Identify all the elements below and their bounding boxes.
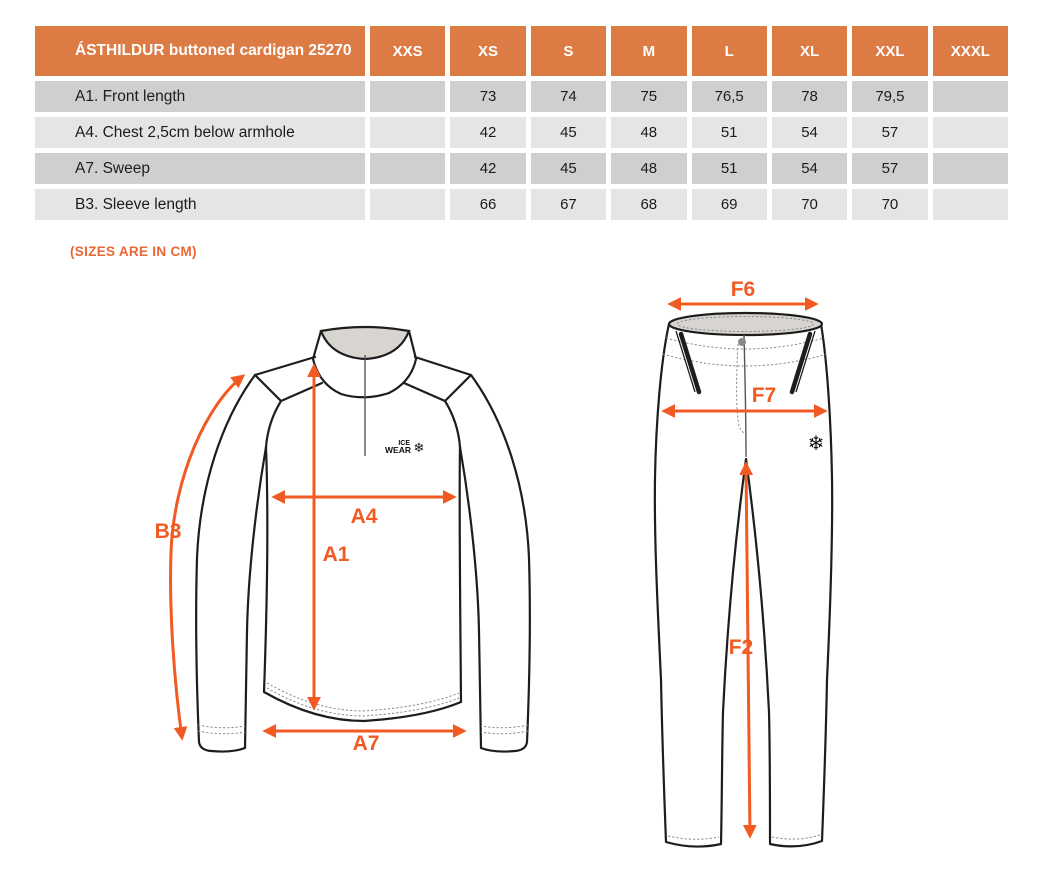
- size-value-cell: 75: [611, 81, 687, 112]
- left-pocket-opening: [678, 331, 702, 395]
- right-pocket-opening: [789, 331, 813, 395]
- table-row: B3. Sleeve length 66 67 68 69 70 70: [35, 189, 1008, 220]
- size-value-cell: 48: [611, 117, 687, 148]
- size-value-cell: [370, 153, 446, 184]
- size-value-cell: 45: [530, 117, 607, 148]
- collar-inside: [319, 325, 411, 361]
- measurement-label: A7. Sweep: [35, 153, 365, 184]
- size-value-cell: 70: [771, 189, 848, 220]
- size-value-cell: 78: [771, 81, 848, 112]
- table-row: A4. Chest 2,5cm below armhole 42 45 48 5…: [35, 117, 1008, 148]
- size-header-xl: XL: [771, 26, 848, 76]
- brand-logo-line2: WEAR: [385, 445, 411, 455]
- leg-hem-stitch: [667, 834, 821, 840]
- sweater-body: [262, 445, 463, 723]
- sweater-drawing: ICE WEAR ❄ B3 A4 A1 A7: [155, 325, 531, 755]
- size-value-cell: 73: [450, 81, 526, 112]
- size-header-xxl: XXL: [852, 26, 928, 76]
- size-value-cell: 69: [691, 189, 767, 220]
- right-cuff-stitch: [480, 724, 529, 735]
- measurement-diagrams: ICE WEAR ❄ B3 A4 A1 A7: [155, 280, 834, 848]
- right-pocket-edge: [795, 330, 816, 393]
- size-value-cell: 54: [771, 117, 848, 148]
- left-cuff-stitch: [197, 724, 246, 735]
- size-value-cell: 45: [530, 153, 607, 184]
- size-value-cell: [370, 189, 446, 220]
- measurement-label: A1. Front length: [35, 81, 365, 112]
- size-value-cell: 79,5: [852, 81, 928, 112]
- size-table: ÁSTHILDUR buttoned cardigan 25270 XXS XS…: [30, 21, 1013, 225]
- size-value-cell: 42: [450, 117, 526, 148]
- measurement-label: B3. Sleeve length: [35, 189, 365, 220]
- size-value-cell: [370, 81, 446, 112]
- size-value-cell: [932, 117, 1008, 148]
- right-sleeve: [458, 373, 531, 753]
- a4-label: A4: [351, 505, 378, 528]
- product-title: ÁSTHILDUR buttoned cardigan 25270: [35, 26, 365, 76]
- b3-label: B3: [155, 520, 182, 543]
- pants-drawing: ❄ F6 F7 F2: [653, 280, 834, 848]
- b3-sleeve-arrow: [169, 374, 246, 741]
- waist-button: [738, 338, 746, 346]
- a7-label: A7: [353, 732, 380, 755]
- waist-opening: [667, 311, 824, 337]
- size-header-xxs: XXS: [370, 26, 446, 76]
- size-value-cell: 67: [530, 189, 607, 220]
- size-value-cell: 57: [852, 153, 928, 184]
- size-header-m: M: [611, 26, 687, 76]
- f7-label: F7: [752, 384, 777, 407]
- size-table-header-row: ÁSTHILDUR buttoned cardigan 25270 XXS XS…: [35, 26, 1008, 76]
- left-shoulder-seam: [253, 355, 324, 449]
- size-value-cell: [932, 189, 1008, 220]
- f2-inseam-arrow: [739, 461, 757, 839]
- hem-stitch: [266, 682, 460, 717]
- left-pocket-edge: [675, 330, 696, 393]
- f2-label: F2: [729, 636, 754, 659]
- units-note: (SIZES ARE IN CM): [70, 244, 197, 259]
- size-value-cell: 76,5: [691, 81, 767, 112]
- size-value-cell: 74: [530, 81, 607, 112]
- left-sleeve: [195, 373, 268, 753]
- size-value-cell: 57: [852, 117, 928, 148]
- a1-label: A1: [323, 543, 350, 566]
- size-header-s: S: [530, 26, 607, 76]
- snowflake-icon: ❄: [414, 441, 425, 456]
- brand-logo-line1: ICE: [398, 440, 410, 447]
- pants-body: [653, 322, 834, 848]
- fly-stitch: [736, 343, 747, 435]
- size-value-cell: 42: [450, 153, 526, 184]
- size-value-cell: [932, 153, 1008, 184]
- table-row: A1. Front length 73 74 75 76,5 78 79,5: [35, 81, 1008, 112]
- size-value-cell: 51: [691, 117, 767, 148]
- size-header-xxxl: XXXL: [932, 26, 1008, 76]
- waist-stitch: [677, 316, 814, 332]
- size-value-cell: [370, 117, 446, 148]
- size-value-cell: 48: [611, 153, 687, 184]
- size-value-cell: 70: [852, 189, 928, 220]
- size-value-cell: 68: [611, 189, 687, 220]
- size-value-cell: [932, 81, 1008, 112]
- size-header-l: L: [691, 26, 767, 76]
- size-value-cell: 54: [771, 153, 848, 184]
- measurement-label: A4. Chest 2,5cm below armhole: [35, 117, 365, 148]
- size-value-cell: 66: [450, 189, 526, 220]
- snowflake-icon: ❄: [808, 431, 825, 455]
- table-row: A7. Sweep 42 45 48 51 54 57: [35, 153, 1008, 184]
- f6-label: F6: [731, 280, 756, 301]
- right-shoulder-seam: [402, 355, 473, 449]
- size-header-xs: XS: [450, 26, 526, 76]
- center-front-seam: [743, 334, 747, 458]
- size-value-cell: 51: [691, 153, 767, 184]
